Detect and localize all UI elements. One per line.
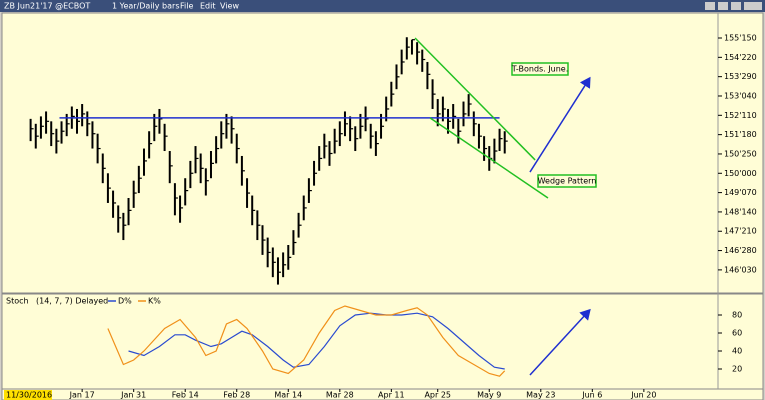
- annotation-wedge: Wedge Pattern: [538, 177, 597, 186]
- date-cursor-bg: [4, 390, 52, 400]
- annotation-title: T-Bonds. June.: [511, 65, 569, 74]
- x-tick-label: Mar 28: [326, 391, 354, 400]
- y-tick-label: 154'220: [724, 53, 757, 62]
- wedge-box: [537, 174, 597, 188]
- close-button[interactable]: [744, 2, 762, 10]
- stoch-panel: [1, 293, 764, 390]
- minimize-button[interactable]: [705, 2, 715, 10]
- trend-line: [429, 117, 549, 199]
- y-tick-label: 146'030: [724, 265, 757, 274]
- y-tick-label: 147'210: [724, 227, 757, 236]
- x-tick-label: Jan 31: [120, 391, 146, 400]
- x-tick-label: Feb 14: [172, 391, 199, 400]
- menu-file[interactable]: File: [180, 2, 193, 11]
- trend-line: [414, 37, 536, 161]
- title-bar: ZB Jun21'17 @ECBOT 1 Year/Daily bars Fil…: [0, 0, 765, 12]
- x-tick-label: Jun 6: [581, 391, 602, 400]
- x-tick-label: Feb 28: [223, 391, 250, 400]
- x-tick-label: Jun 20: [630, 391, 656, 400]
- stoch-line: [128, 312, 505, 370]
- price-panel: [1, 12, 764, 294]
- date-cursor: 11/30/2016: [6, 391, 52, 400]
- stoch-line: [107, 305, 506, 377]
- y-tick-label: 150'000: [724, 169, 757, 178]
- arrow: [529, 76, 591, 173]
- x-tick-label: Apr 11: [378, 391, 405, 400]
- title-box: [511, 62, 569, 76]
- y-tick-label: 152'110: [724, 111, 757, 120]
- legend-label: D%: [118, 297, 132, 306]
- y-tick-label: 153'040: [724, 91, 757, 100]
- y-tick-label: 80: [732, 311, 742, 320]
- maximize-button[interactable]: [718, 2, 728, 10]
- stoch-params: (14, 7, 7) Delayed: [36, 297, 108, 306]
- y-tick-label: 153'290: [724, 72, 757, 81]
- x-tick-label: Mar 14: [274, 391, 302, 400]
- arrow: [529, 308, 591, 376]
- x-tick-label: Jan 17: [69, 391, 95, 400]
- period[interactable]: 1 Year/Daily bars: [112, 2, 180, 11]
- y-tick-label: 148'140: [724, 207, 757, 216]
- y-tick-label: 20: [732, 365, 742, 374]
- y-tick-label: 146'280: [724, 246, 757, 255]
- y-tick-label: 150'250: [724, 149, 757, 158]
- stoch-title: Stoch: [6, 297, 29, 306]
- x-tick-label: May 23: [526, 391, 555, 400]
- date-axis: [1, 388, 764, 400]
- y-tick-label: 151'180: [724, 130, 757, 139]
- menu-edit[interactable]: Edit: [200, 2, 216, 11]
- symbol[interactable]: ZB Jun21'17 @ECBOT: [4, 2, 90, 11]
- title-bar-bg: [0, 0, 765, 12]
- y-tick-label: 60: [732, 329, 742, 338]
- y-tick-label: 155'150: [724, 34, 757, 43]
- legend-label: K%: [148, 297, 161, 306]
- menu-view[interactable]: View: [220, 2, 239, 11]
- x-tick-label: Apr 25: [424, 391, 451, 400]
- y-tick-label: 40: [732, 347, 742, 356]
- y-tick-label: 149'070: [724, 188, 757, 197]
- x-tick-label: May 9: [477, 391, 501, 400]
- restore-button[interactable]: [731, 2, 741, 10]
